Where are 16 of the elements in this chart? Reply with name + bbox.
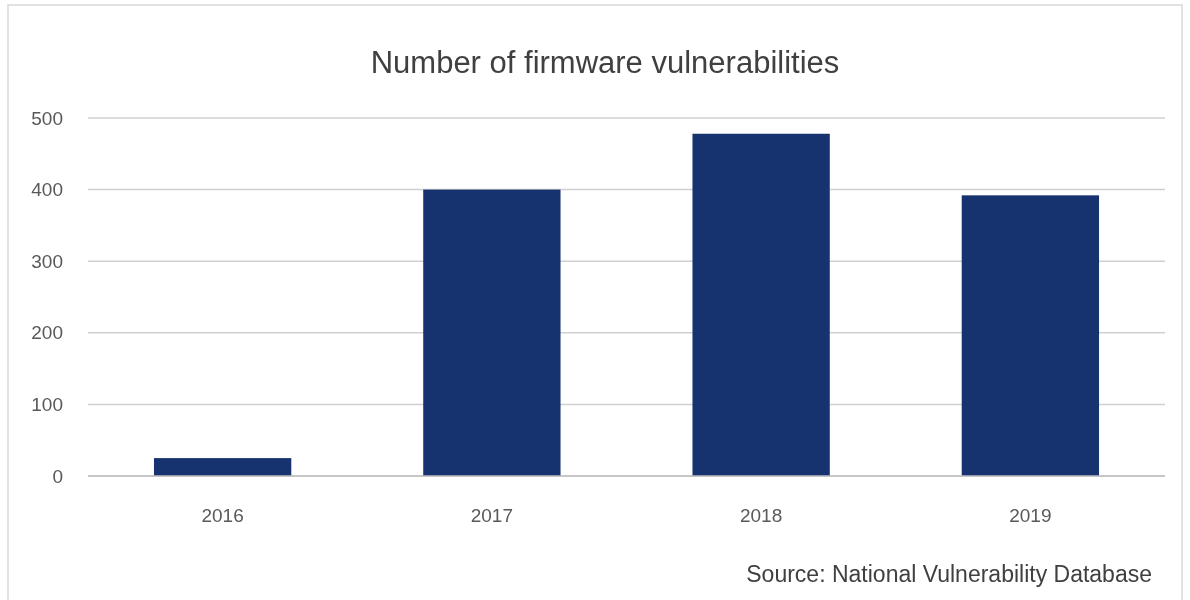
x-tick-label: 2017 bbox=[470, 505, 514, 526]
y-tick-label: 100 bbox=[31, 394, 63, 416]
bar bbox=[423, 189, 561, 476]
y-tick-label: 0 bbox=[52, 465, 63, 487]
x-tick-label: 2018 bbox=[739, 505, 783, 526]
y-tick-label: 300 bbox=[31, 250, 63, 272]
bar bbox=[692, 133, 830, 476]
y-tick-label: 500 bbox=[31, 107, 63, 129]
y-tick-label: 200 bbox=[31, 322, 63, 344]
y-tick-label: 400 bbox=[31, 179, 63, 201]
x-tick-label: 2016 bbox=[201, 505, 244, 526]
x-tick-label: 2019 bbox=[1009, 505, 1052, 526]
bar bbox=[961, 195, 1100, 476]
source-note: Source: National Vulnerability Database bbox=[746, 561, 1152, 587]
bar bbox=[153, 458, 292, 476]
chart-title: Number of firmware vulnerabilities bbox=[370, 45, 840, 80]
